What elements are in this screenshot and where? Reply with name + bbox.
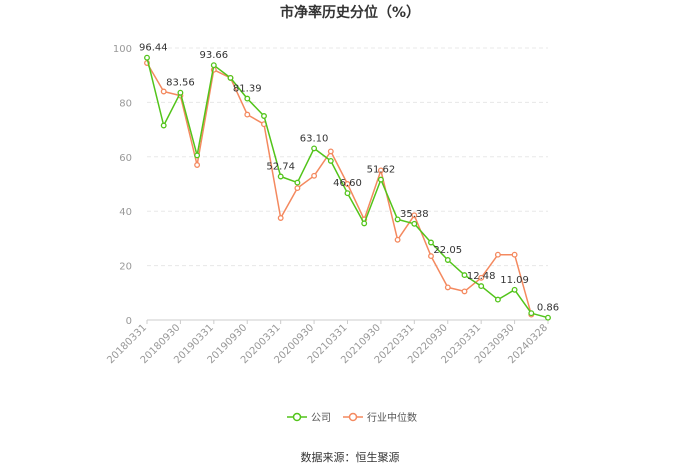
data-label-company-20230930: 11.09 xyxy=(500,275,529,286)
y-tick-label-80: 80 xyxy=(119,98,132,109)
data-label-company-20200930: 63.10 xyxy=(300,133,329,144)
data-point-company-20210331 xyxy=(344,190,351,197)
series-industry-median xyxy=(144,60,535,318)
data-point-industry-median-20220930 xyxy=(444,284,451,291)
series-company xyxy=(144,54,551,321)
data-point-industry-median-20200930 xyxy=(311,172,318,179)
data-point-industry-median-20201231 xyxy=(327,148,334,155)
legend: 公司 行业中位数 xyxy=(287,411,417,424)
data-point-company-20180331 xyxy=(144,54,150,61)
data-point-company-20191231 xyxy=(261,113,267,119)
data-label-company-20220331: 35.38 xyxy=(400,209,429,220)
data-point-industry-median-20230930 xyxy=(511,251,518,258)
data-point-industry-median-20220331 xyxy=(411,212,418,219)
data-label-company-20220930: 22.05 xyxy=(433,245,462,256)
data-point-company-20190630 xyxy=(227,74,234,81)
data-point-industry-median-20181231 xyxy=(194,162,201,168)
series-line-industry-median xyxy=(146,62,533,315)
data-point-company-20240328 xyxy=(545,314,551,321)
axes: 0204060801002018033120180930201903312019… xyxy=(105,44,550,366)
data-point-company-20220630 xyxy=(428,239,434,246)
data-point-company-20220331 xyxy=(411,220,418,227)
data-point-company-20230331 xyxy=(478,283,485,290)
data-point-industry-median-20180630 xyxy=(160,88,167,95)
data-point-company-20190331 xyxy=(210,62,217,69)
data-point-company-20201231 xyxy=(327,157,334,164)
data-label-company-20190331: 93.66 xyxy=(200,50,229,61)
data-point-company-20220930 xyxy=(444,257,451,263)
data-point-company-20230630 xyxy=(494,296,501,303)
y-tick-label-20: 20 xyxy=(119,262,132,273)
data-point-company-20200331 xyxy=(277,173,284,180)
data-label-company-20180331: 96.44 xyxy=(139,43,168,54)
data-label-company-20180930: 83.56 xyxy=(166,78,195,89)
data-point-industry-median-20200630 xyxy=(294,185,301,192)
data-label-company-20200331: 52.74 xyxy=(266,162,295,173)
data-point-company-20180630 xyxy=(160,122,167,129)
data-point-industry-median-20210930 xyxy=(377,167,384,174)
data-point-company-20230930 xyxy=(511,286,518,293)
series xyxy=(144,54,551,321)
legend-label-industry-median: 行业中位数 xyxy=(367,411,417,424)
y-tick-label-100: 100 xyxy=(113,44,132,55)
data-point-company-20190930 xyxy=(244,95,251,102)
chart-title: 市净率历史分位（%） xyxy=(280,4,420,21)
data-point-company-20221231 xyxy=(461,272,468,279)
data-point-company-20210930 xyxy=(377,176,384,183)
data-point-company-20210630 xyxy=(361,220,368,227)
data-point-industry-median-20210331 xyxy=(344,181,351,187)
data-label-company-20210331: 46.60 xyxy=(333,178,362,189)
data-point-company-20200930 xyxy=(311,145,318,152)
data-labels: 96.44 83.56 93.66 81.39 52.74 63.10 46.60 51.62… xyxy=(139,43,559,314)
grid xyxy=(147,47,548,267)
data-point-industry-median-20220630 xyxy=(428,253,434,260)
data-source: 数据来源：恒生聚源 xyxy=(301,450,400,464)
data-label-company-20230331: 12.48 xyxy=(467,271,496,282)
data-point-industry-median-20190930 xyxy=(244,111,251,118)
data-point-industry-median-20230630 xyxy=(494,251,501,258)
data-label-company-20210930: 51.62 xyxy=(367,165,396,176)
y-tick-label-60: 60 xyxy=(119,153,132,164)
data-point-industry-median-20211231 xyxy=(394,236,401,243)
data-point-industry-median-20200331 xyxy=(277,215,284,221)
data-point-company-20200630 xyxy=(294,179,301,186)
data-point-industry-median-20230331 xyxy=(478,274,485,281)
data-point-company-20180930 xyxy=(177,89,184,96)
data-label-company-20240328: 0.86 xyxy=(537,303,559,314)
y-tick-label-0: 0 xyxy=(126,316,132,327)
legend-label-company: 公司 xyxy=(311,413,331,424)
data-point-company-20181231 xyxy=(194,152,201,159)
legend-item-industry-median[interactable]: 行业中位数 xyxy=(343,411,417,424)
data-point-company-20211231 xyxy=(394,216,401,223)
legend-item-company[interactable]: 公司 xyxy=(287,412,331,424)
y-tick-label-40: 40 xyxy=(119,207,132,218)
data-label-company-20190930: 81.39 xyxy=(233,84,262,95)
data-point-company-20231231 xyxy=(528,310,535,317)
data-point-industry-median-20221231 xyxy=(461,288,468,295)
